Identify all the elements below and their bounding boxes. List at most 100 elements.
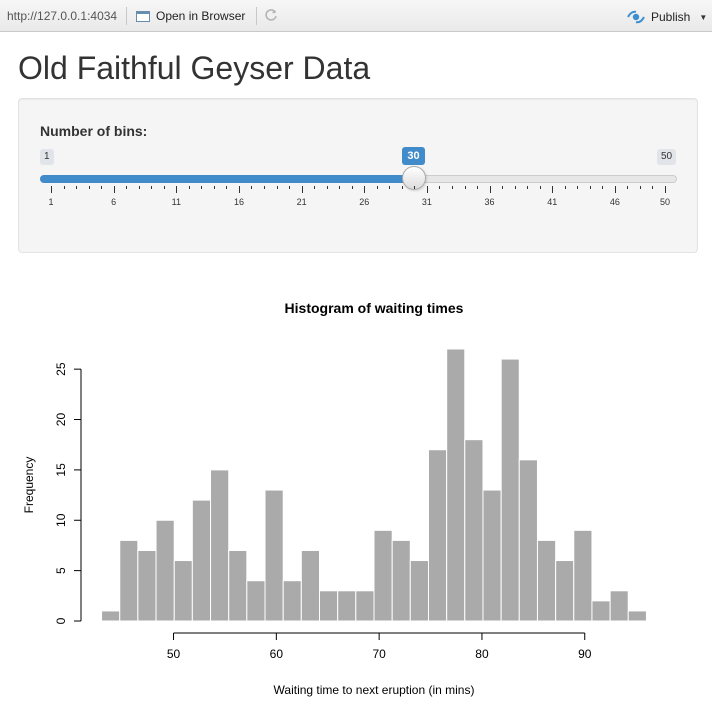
slider-minor-tick — [76, 186, 78, 189]
slider-minor-tick — [539, 186, 541, 189]
sidebar-panel: Number of bins: 1 50 30 1 6 11 16 21 26 31 36 41… — [18, 98, 698, 253]
slider-minor-tick — [276, 186, 278, 189]
slider-minor-tick — [401, 186, 403, 189]
slider-major-tick — [614, 186, 616, 193]
slider-tick-label: 50 — [659, 197, 671, 207]
x-tick-label: 80 — [475, 647, 489, 661]
slider-minor-tick — [251, 186, 253, 189]
viewer-toolbar: http://127.0.0.1:4034 Open in Browser Pu… — [0, 0, 712, 32]
histogram-bar — [119, 539, 139, 622]
histogram-bar — [391, 539, 411, 622]
slider-min-label: 1 — [40, 149, 54, 165]
histogram-bar — [518, 459, 538, 622]
publish-icon — [627, 10, 645, 24]
slider-minor-tick — [376, 186, 378, 189]
y-tick-label: 20 — [54, 413, 68, 427]
slider-minor-tick — [602, 186, 604, 189]
slider-tick-label: 1 — [48, 197, 54, 207]
slider-minor-tick — [339, 186, 341, 189]
histogram-bar — [210, 469, 230, 622]
slider-minor-tick — [264, 186, 266, 189]
slider-minor-tick — [564, 186, 566, 189]
slider-minor-tick — [627, 186, 629, 189]
histogram-bar — [337, 590, 357, 622]
x-tick-label: 70 — [372, 647, 386, 661]
slider-minor-tick — [326, 186, 328, 189]
histogram-bar — [609, 590, 629, 622]
slider-minor-tick — [163, 186, 165, 189]
slider-tick-label: 31 — [421, 197, 432, 207]
histogram-bar — [536, 539, 557, 622]
open-window-icon — [136, 10, 150, 22]
bins-label: Number of bins: — [40, 123, 148, 139]
publish-button[interactable]: Publish ▼ — [627, 7, 707, 27]
x-tick-label: 90 — [578, 647, 592, 661]
slider-minor-tick — [652, 186, 654, 189]
histogram-bar — [228, 549, 248, 622]
open-in-browser-button[interactable]: Open in Browser — [136, 6, 245, 26]
histogram-bar — [464, 439, 484, 622]
open-in-browser-label: Open in Browser — [156, 9, 246, 23]
slider-tick-label: 36 — [484, 197, 495, 207]
slider-tick-label: 41 — [547, 197, 558, 207]
slider-minor-tick — [151, 186, 153, 189]
chevron-down-icon[interactable]: ▼ — [699, 12, 708, 22]
slider-tick-label: 21 — [296, 197, 307, 207]
slider-minor-tick — [389, 186, 391, 189]
histogram-bar — [555, 560, 575, 622]
y-tick-label: 5 — [54, 567, 68, 574]
bins-slider[interactable]: 1 50 30 1 6 11 16 21 26 31 36 41 46 50 — [19, 99, 699, 254]
histogram-bar — [446, 348, 466, 622]
y-tick-label: 0 — [54, 617, 68, 624]
slider-tick-label: 6 — [111, 197, 117, 207]
url-text: http://127.0.0.1:4034 — [7, 9, 118, 23]
histogram-bar — [591, 600, 611, 622]
slider-minor-tick — [88, 186, 90, 189]
histogram-bar — [627, 610, 647, 622]
x-axis-label: Waiting time to next eruption (in mins) — [274, 683, 475, 697]
slider-minor-tick — [314, 186, 316, 189]
slider-tick-label: 26 — [359, 197, 370, 207]
histogram-bar — [500, 358, 520, 622]
y-axis-label: Frequency — [22, 457, 36, 514]
histogram-bar — [264, 489, 284, 622]
slider-value-label: 30 — [402, 147, 425, 165]
slider-minor-tick — [201, 186, 203, 189]
publish-label: Publish — [651, 10, 691, 24]
slider-minor-tick — [213, 186, 215, 189]
slider-minor-tick — [101, 186, 103, 189]
y-tick-label: 15 — [54, 463, 68, 477]
slider-major-tick — [552, 186, 554, 193]
page-title: Old Faithful Geyser Data — [18, 50, 371, 86]
histogram-bar — [191, 499, 212, 622]
histogram-bar — [573, 529, 593, 622]
slider-minor-tick — [577, 186, 579, 189]
slider-minor-tick — [514, 186, 516, 189]
slider-major-tick — [426, 186, 428, 193]
slider-major-tick — [489, 186, 491, 193]
histogram-bar — [373, 529, 393, 622]
slider-major-tick — [238, 186, 240, 193]
slider-minor-tick — [527, 186, 529, 189]
slider-max-label: 50 — [657, 149, 677, 165]
bars — [101, 348, 647, 622]
slider-tick-label: 16 — [233, 197, 244, 207]
slider-minor-tick — [451, 186, 453, 189]
histogram-plot: Histogram of waiting times Waiting time … — [22, 300, 647, 697]
slider-major-tick — [301, 186, 303, 193]
refresh-icon[interactable] — [264, 8, 278, 22]
slider-minor-tick — [439, 186, 441, 189]
histogram-bar — [155, 519, 175, 622]
slider-minor-tick — [138, 186, 140, 189]
slider-major-tick — [113, 186, 115, 193]
slider-minor-tick — [414, 186, 416, 189]
slider-minor-tick — [226, 186, 228, 189]
slider-major-tick — [51, 186, 52, 193]
slider-minor-tick — [477, 186, 479, 189]
x-tick-label: 50 — [167, 647, 181, 661]
slider-minor-tick — [351, 186, 353, 189]
slider-major-tick — [364, 186, 366, 193]
histogram-bar — [319, 590, 339, 622]
slider-minor-tick — [502, 186, 504, 189]
slider-minor-tick — [63, 186, 65, 189]
